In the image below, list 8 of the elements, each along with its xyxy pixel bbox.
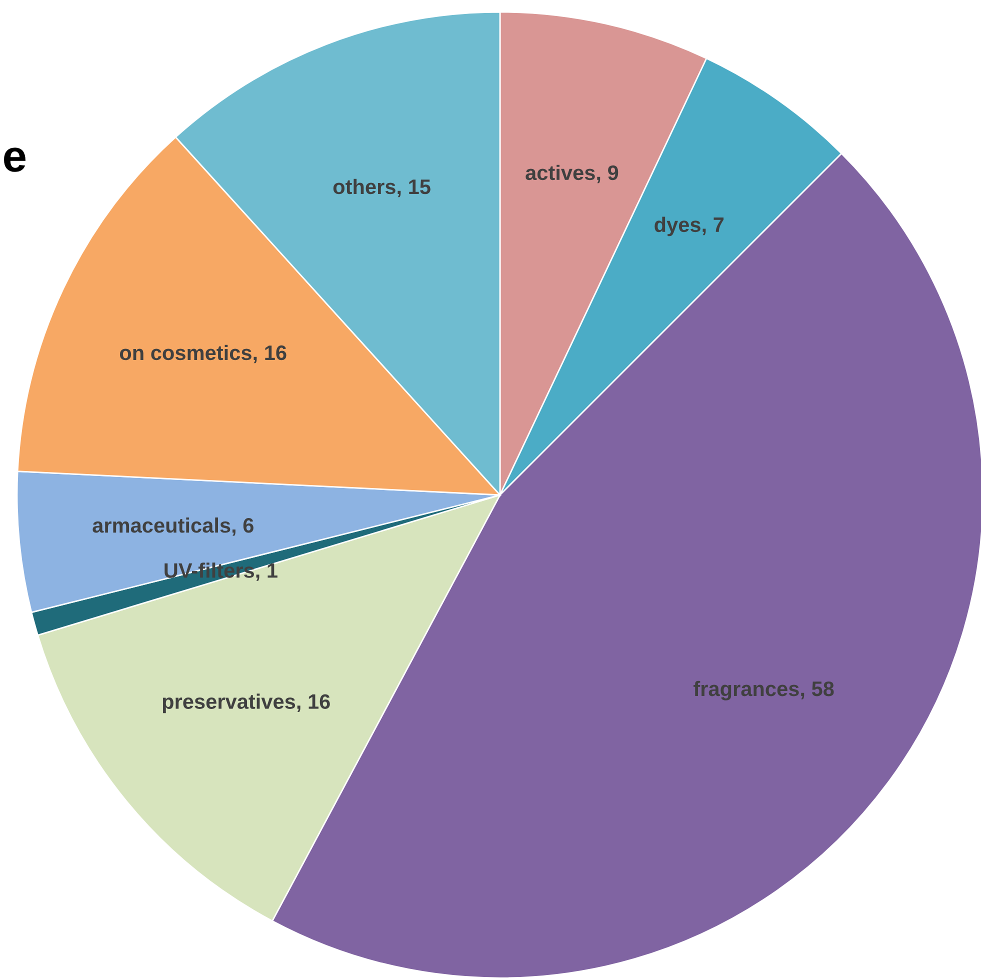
slice-label: actives, 9 xyxy=(526,164,618,184)
slice-label: fragrances, 58 xyxy=(694,680,834,700)
slice-label: preservatives, 16 xyxy=(162,694,330,714)
text: e xyxy=(4,148,26,172)
slice-label: others, 15 xyxy=(333,178,430,198)
slice-label: armaceuticals, 6 xyxy=(92,517,254,536)
slice-label: on cosmetics, 16 xyxy=(120,344,286,364)
slice-label: dyes, 7 xyxy=(654,216,724,236)
